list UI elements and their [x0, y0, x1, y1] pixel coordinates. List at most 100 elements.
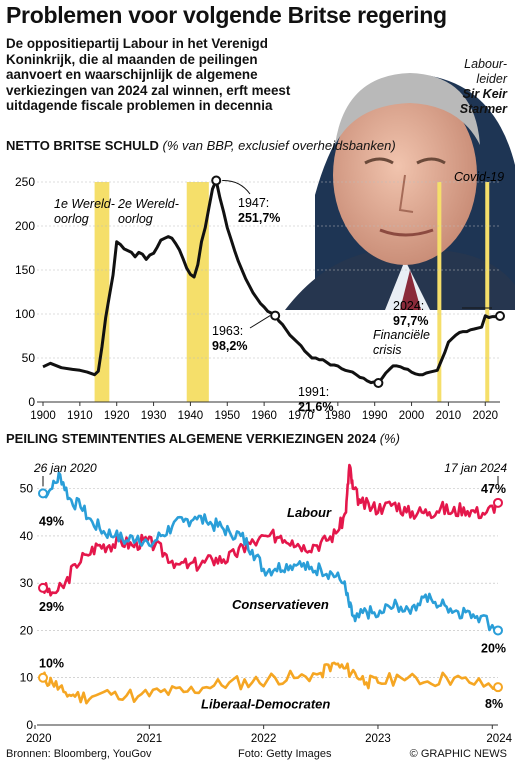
poll-chart-subtitle: (%) [379, 431, 400, 446]
label-1947-l2: 251,7% [238, 211, 280, 225]
label-1991-l1: 1991: [298, 385, 329, 399]
x-tick-label: 2020 [26, 733, 52, 745]
series-end-point-0 [493, 497, 503, 508]
x-tick-label: 2000 [399, 410, 425, 422]
x-tick-label: 2023 [365, 733, 391, 745]
point-2024 [495, 311, 505, 322]
portrait-photo [285, 73, 515, 310]
y-tick-label: 250 [15, 175, 35, 189]
series-start-point-0 [38, 582, 48, 593]
poll-chart-heading: PEILING STEMINTENTIES ALGEMENE VERKIEZIN… [6, 431, 400, 446]
libdem-name-label: Liberaal-Democraten [201, 696, 330, 711]
y-tick-label: 0 [28, 395, 35, 409]
label-ww2-l1: 2e Wereld- [117, 197, 179, 211]
label-1947: 1947: 251,7% [238, 196, 280, 225]
series-start-point-2 [38, 672, 48, 683]
x-tick-label: 1990 [362, 410, 388, 422]
debt-chart-heading: NETTO BRITSE SCHULD (% van BBP, exclusie… [6, 138, 396, 153]
x-tick-label: 2022 [251, 733, 277, 745]
x-tick-label: 1930 [141, 410, 167, 422]
brand-credit: © GRAPHIC NEWS [409, 748, 507, 760]
label-ww2-l2: oorlog [118, 212, 153, 226]
debt-chart-title: NETTO BRITSE SCHULD [6, 138, 159, 153]
label-1947-l1: 1947: [238, 196, 269, 210]
point-1963 [270, 310, 281, 321]
point-1947 [211, 175, 222, 186]
poll-chart-title: PEILING STEMINTENTIES ALGEMENE VERKIEZIN… [6, 431, 377, 446]
label-1963-l2: 98,2% [212, 339, 247, 353]
conservative-name-label: Conservatieven [232, 597, 329, 612]
x-tick-label: 1950 [214, 410, 240, 422]
point-1991 [373, 377, 384, 388]
conservative-end-label: 20% [481, 641, 506, 655]
shade-band-1 [186, 182, 209, 402]
x-tick-label: 1910 [67, 410, 93, 422]
end-date-label: 17 jan 2024 [444, 461, 507, 475]
sources-note: Bronnen: Bloomberg, YouGov [6, 748, 152, 760]
series-end-point-1 [493, 625, 503, 636]
label-financial-crisis-l1: Financiële [373, 328, 430, 342]
x-tick-label: 2024 [486, 733, 512, 745]
x-tick-label: 1900 [30, 410, 56, 422]
arrow-1947 [222, 180, 251, 195]
series-start-point-1 [38, 488, 48, 499]
label-2024-l1: 2024: [393, 299, 424, 313]
y-tick-label: 40 [20, 529, 34, 543]
y-tick-label: 50 [20, 482, 34, 496]
x-tick-label: 1980 [325, 410, 351, 422]
x-tick-label: 2021 [137, 733, 163, 745]
label-1991: 1991: 21,6% [298, 385, 333, 414]
x-tick-label: 1960 [251, 410, 277, 422]
label-financial-crisis: Financiële crisis [373, 328, 430, 357]
page-title: Problemen voor volgende Britse regering [6, 2, 447, 28]
x-tick-label: 1920 [104, 410, 130, 422]
shade-band-3 [485, 182, 490, 402]
x-tick-label: 1940 [178, 410, 204, 422]
x-tick-label: 1970 [288, 410, 314, 422]
debt-chart-subtitle: (% van BBP, exclusief overheidsbanken) [162, 138, 396, 153]
poll-chart: 0 10 20 30 40 50 2020 2021 2022 2023 2024 29% 47% 49%… [20, 461, 513, 745]
caption-line1: Labour- [464, 57, 507, 71]
label-covid-l1: Covid-19 [454, 170, 504, 184]
label-ww1-l1: 1e Wereld- [54, 197, 115, 211]
label-financial-crisis-l2: crisis [373, 343, 401, 357]
series-end-point-2 [493, 682, 503, 693]
label-2024: 2024: 97,7% [393, 299, 428, 328]
y-tick-label: 200 [15, 219, 35, 233]
caption-line2: leider [476, 72, 507, 86]
intro-text: De oppositiepartij Labour in het Verenig… [6, 36, 291, 113]
y-tick-label: 30 [20, 576, 34, 590]
arrow-1963 [249, 315, 271, 329]
tie-shape [400, 270, 421, 310]
label-1963-l1: 1963: [212, 324, 243, 338]
y-tick-label: 0 [26, 718, 33, 732]
hair-shape [335, 73, 480, 145]
libdem-end-label: 8% [485, 697, 503, 711]
series-line-2 [41, 661, 499, 705]
x-tick-label: 2010 [436, 410, 462, 422]
y-tick-label: 20 [20, 623, 34, 637]
label-2024-l2: 97,7% [393, 314, 428, 328]
x-tick-label: 2020 [472, 410, 498, 422]
shade-band-2 [437, 182, 442, 402]
label-ww1-l2: oorlog [54, 212, 89, 226]
debt-series-line [42, 179, 501, 385]
label-1991-l2: 21,6% [298, 400, 333, 414]
y-tick-label: 100 [15, 307, 35, 321]
start-date-label: 26 jan 2020 [33, 461, 97, 475]
label-ww1: 1e Wereld-oorlog [54, 197, 115, 226]
series-line-0 [41, 463, 499, 597]
y-tick-label: 150 [15, 263, 35, 277]
y-tick-label: 10 [20, 671, 34, 685]
labour-start-label: 29% [39, 600, 64, 614]
caption-name2: Starmer [459, 102, 507, 116]
labour-end-label: 47% [481, 482, 506, 496]
shade-band-0 [94, 182, 110, 402]
conservative-start-label: 49% [39, 514, 64, 528]
photo-caption: Labour- leider Sir Keir Starmer [460, 57, 507, 117]
caption-name1: Sir Keir [462, 87, 507, 101]
label-1963: 1963: 98,2% [212, 324, 247, 353]
debt-chart: 0 50 100 150 200 250 1900 1910 1920 1930 1940 1950 1… [15, 170, 505, 422]
libdem-start-label: 10% [39, 657, 64, 671]
y-tick-label: 50 [22, 351, 36, 365]
